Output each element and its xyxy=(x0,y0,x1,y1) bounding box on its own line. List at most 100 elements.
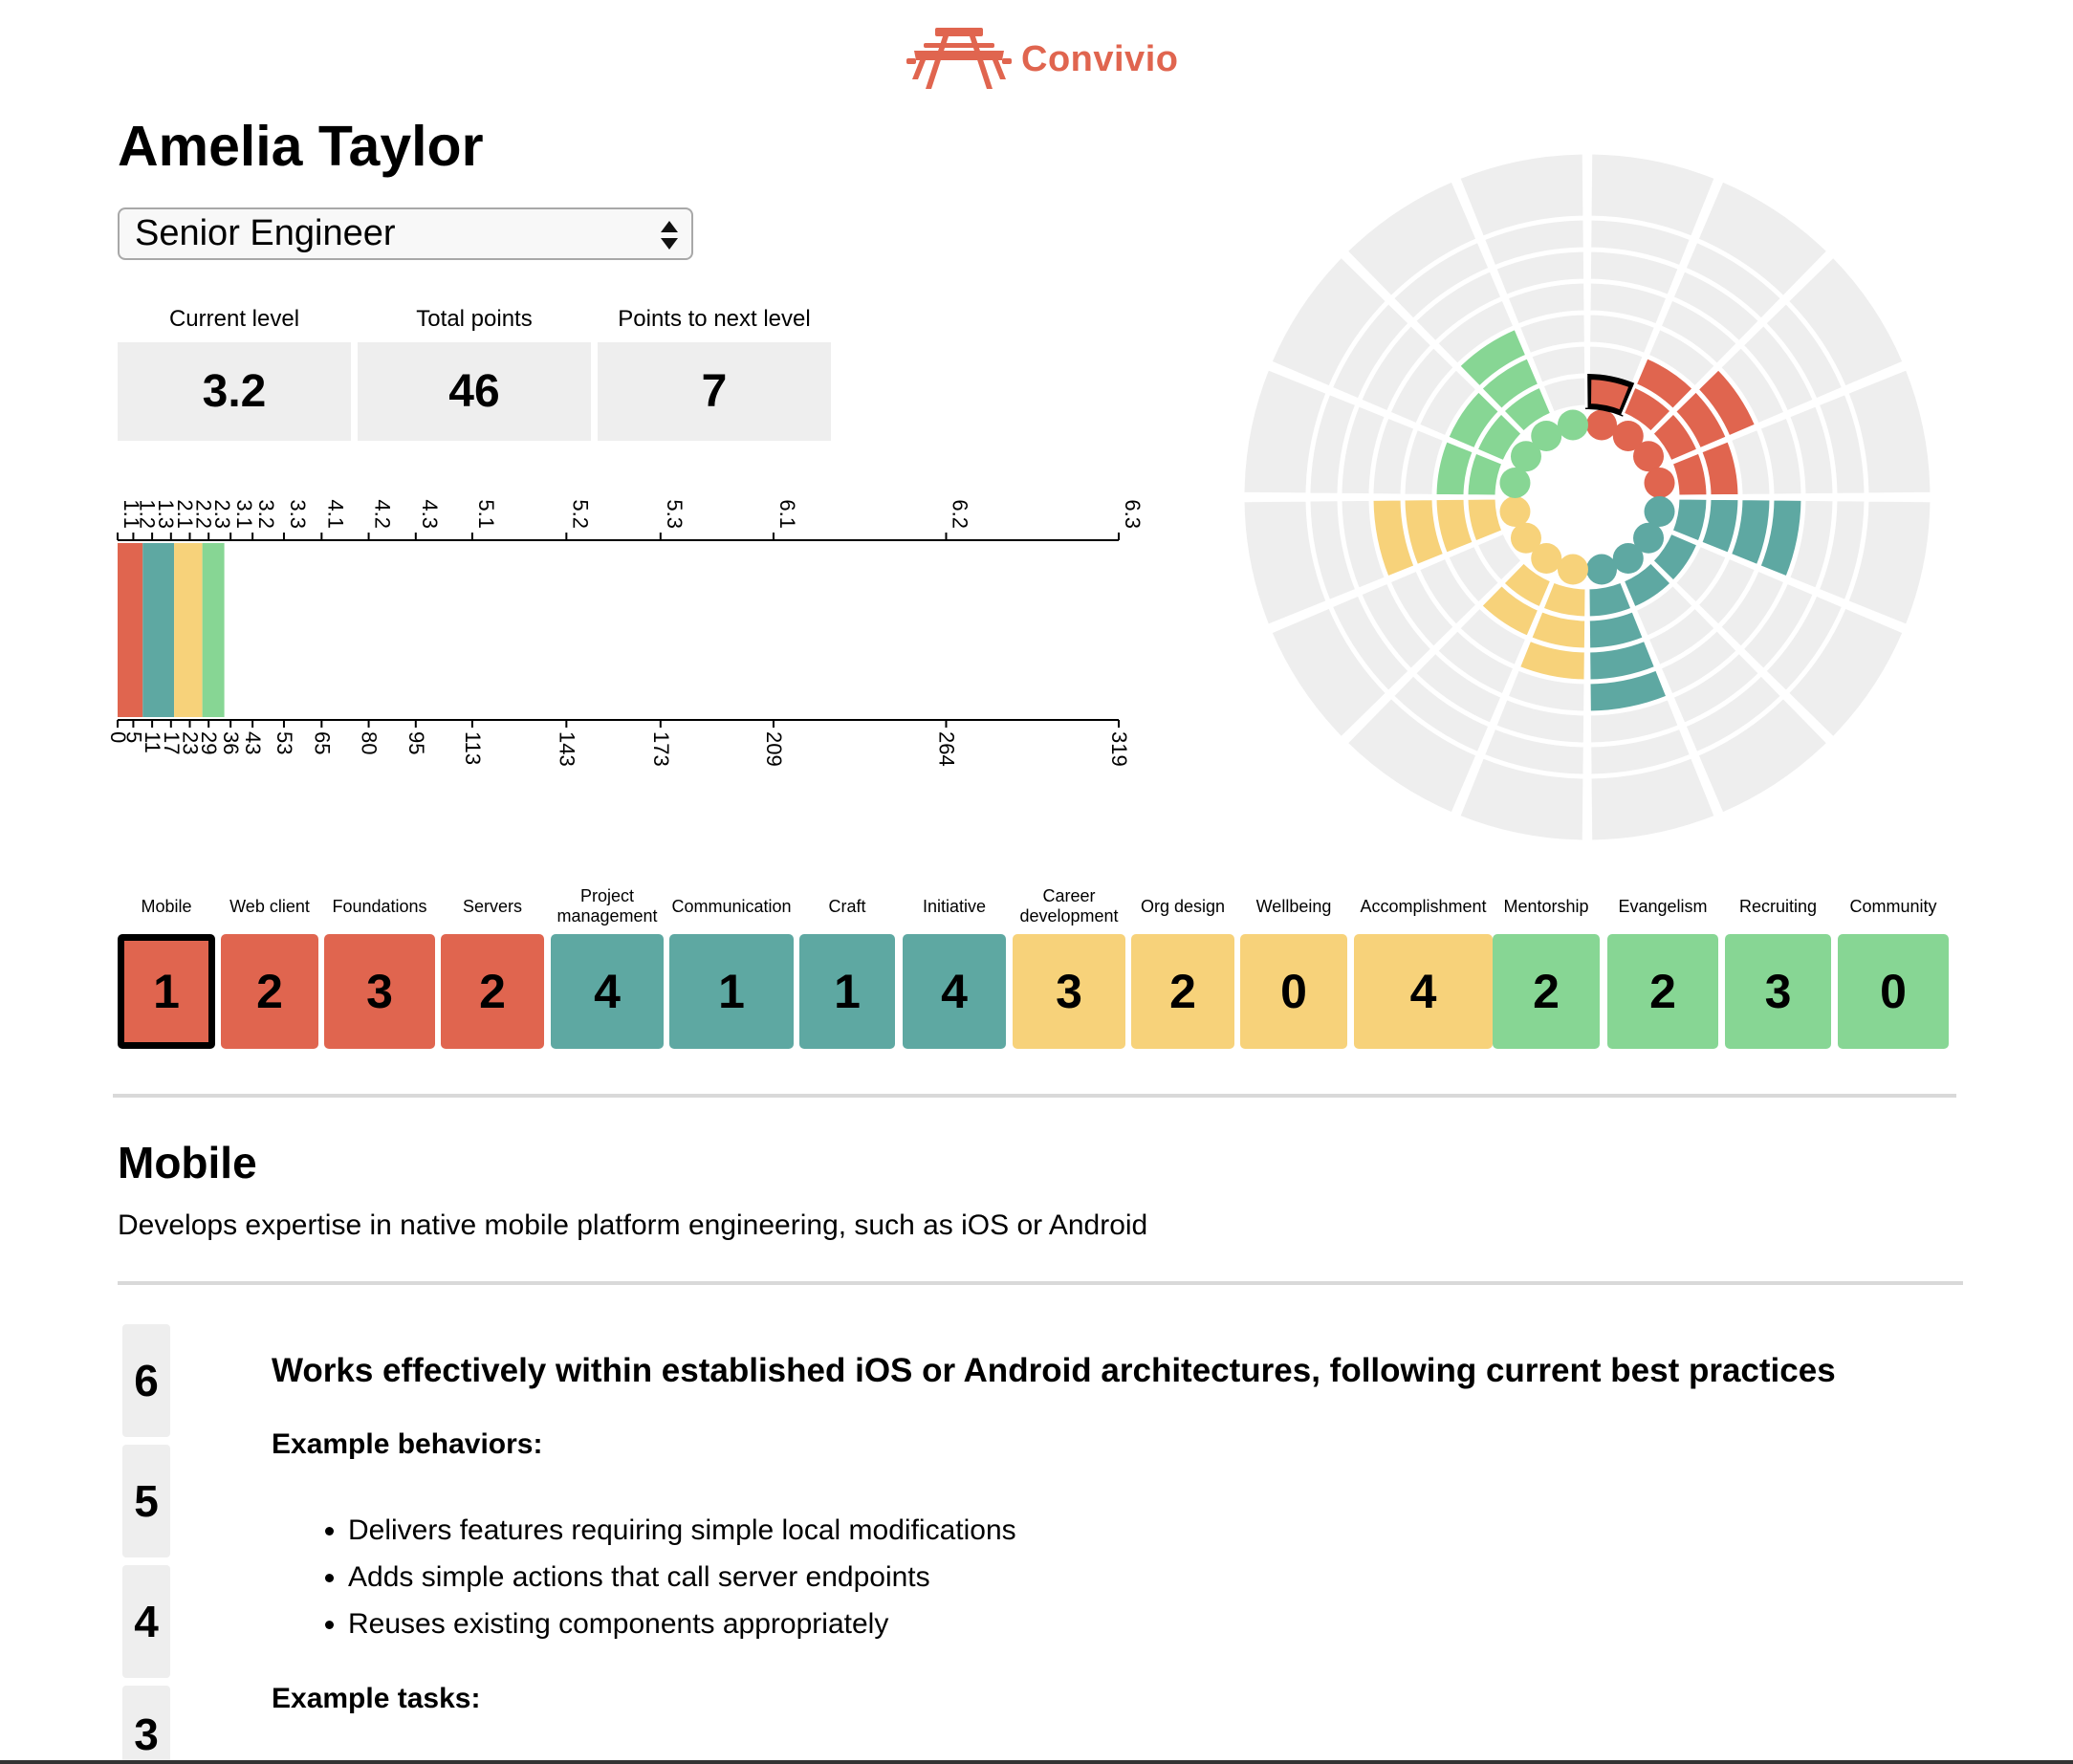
radial-segment[interactable] xyxy=(1434,297,1517,367)
radial-segment[interactable] xyxy=(1587,696,1682,746)
radial-segment[interactable] xyxy=(1646,604,1718,668)
track-tile-mobile[interactable]: 1 xyxy=(118,934,215,1049)
radial-segment[interactable] xyxy=(1785,604,1907,741)
radial-segment[interactable] xyxy=(1717,568,1787,650)
radial-segment[interactable] xyxy=(1587,638,1658,683)
radial-segment[interactable] xyxy=(1646,326,1718,390)
radial-dot[interactable] xyxy=(1644,496,1675,528)
radial-segment[interactable] xyxy=(1670,268,1762,344)
radial-dot[interactable] xyxy=(1510,441,1541,472)
radial-segment[interactable] xyxy=(1478,355,1541,412)
track-tile-foundations[interactable]: 3 xyxy=(324,934,435,1049)
radial-segment[interactable] xyxy=(1649,410,1700,464)
level-tile-5[interactable]: 5 xyxy=(122,1445,170,1557)
radial-segment[interactable] xyxy=(1672,388,1730,451)
radial-segment[interactable] xyxy=(1540,579,1588,620)
radial-segment[interactable] xyxy=(1757,497,1804,579)
radial-segment[interactable] xyxy=(1588,754,1718,843)
radial-segment[interactable] xyxy=(1268,604,1389,741)
radial-segment[interactable] xyxy=(1669,450,1710,498)
radial-segment[interactable] xyxy=(1412,268,1504,344)
radial-segment[interactable] xyxy=(1728,497,1773,568)
radial-segment[interactable] xyxy=(1694,695,1831,817)
radial-segment[interactable] xyxy=(1402,497,1447,568)
radial-segment[interactable] xyxy=(1493,696,1587,746)
radial-segment[interactable] xyxy=(1786,497,1836,592)
radial-segment[interactable] xyxy=(1433,438,1476,498)
radial-segment[interactable] xyxy=(1517,312,1587,357)
radial-segment[interactable] xyxy=(1517,638,1587,683)
radial-segment[interactable] xyxy=(1740,322,1817,414)
radial-segment[interactable] xyxy=(1816,498,1867,603)
radial-segment[interactable] xyxy=(1343,178,1480,299)
radial-segment[interactable] xyxy=(1241,498,1330,628)
radial-segment[interactable] xyxy=(1481,726,1586,777)
radial-segment[interactable] xyxy=(1445,388,1502,451)
radial-segment[interactable] xyxy=(1658,627,1740,697)
radial-segment[interactable] xyxy=(1717,344,1787,426)
radial-segment[interactable] xyxy=(1649,531,1700,584)
radial-dot[interactable] xyxy=(1612,543,1644,575)
track-tile-craft[interactable]: 1 xyxy=(799,934,895,1049)
track-tile-org-design[interactable]: 2 xyxy=(1131,934,1234,1049)
radial-segment[interactable] xyxy=(1370,415,1417,497)
radial-segment[interactable] xyxy=(1500,384,1554,435)
track-tile-evangelism[interactable]: 2 xyxy=(1607,934,1718,1049)
radial-segment[interactable] xyxy=(1505,280,1587,327)
radial-segment[interactable] xyxy=(1390,672,1492,755)
radial-segment[interactable] xyxy=(1500,559,1554,610)
radial-segment[interactable] xyxy=(1481,217,1586,269)
track-tile-project-management[interactable]: 4 xyxy=(551,934,664,1049)
radial-segment[interactable] xyxy=(1387,344,1457,426)
track-tile-accomplishment[interactable]: 4 xyxy=(1354,934,1493,1049)
radial-dot[interactable] xyxy=(1499,467,1531,498)
radial-segment[interactable] xyxy=(1456,326,1529,390)
radial-segment[interactable] xyxy=(1762,593,1845,694)
track-tile-community[interactable]: 0 xyxy=(1838,934,1949,1049)
level-tile-3[interactable]: 3 xyxy=(122,1686,170,1764)
radial-dot[interactable] xyxy=(1586,554,1618,585)
radial-dot[interactable] xyxy=(1633,441,1665,472)
radial-segment[interactable] xyxy=(1728,426,1773,497)
radial-dot[interactable] xyxy=(1612,420,1644,451)
radial-segment[interactable] xyxy=(1434,627,1517,697)
level-tile-4[interactable]: 4 xyxy=(122,1565,170,1678)
radial-segment[interactable] xyxy=(1670,650,1762,727)
radial-dot[interactable] xyxy=(1557,409,1588,441)
radial-dot[interactable] xyxy=(1633,522,1665,554)
radial-segment[interactable] xyxy=(1307,391,1359,496)
radial-segment[interactable] xyxy=(1456,151,1586,240)
radial-segment[interactable] xyxy=(1621,384,1674,435)
radial-dot[interactable] xyxy=(1557,554,1588,585)
radial-dot[interactable] xyxy=(1586,409,1618,441)
radial-segment[interactable] xyxy=(1329,593,1412,694)
radial-segment[interactable] xyxy=(1757,415,1804,497)
radial-segment[interactable] xyxy=(1588,151,1718,240)
radial-segment[interactable] xyxy=(1658,297,1740,367)
radial-dot[interactable] xyxy=(1531,543,1562,575)
track-tile-mentorship[interactable]: 2 xyxy=(1493,934,1600,1049)
radial-segment[interactable] xyxy=(1339,403,1388,497)
radial-segment[interactable] xyxy=(1698,438,1741,498)
radial-segment[interactable] xyxy=(1465,450,1505,498)
radial-segment[interactable] xyxy=(1416,366,1480,439)
radial-segment[interactable] xyxy=(1540,375,1588,415)
track-tile-web-client[interactable]: 2 xyxy=(221,934,318,1049)
radial-segment[interactable] xyxy=(1694,366,1758,439)
radial-segment[interactable] xyxy=(1358,322,1434,414)
radial-segment[interactable] xyxy=(1816,391,1867,496)
radial-segment[interactable] xyxy=(1669,496,1710,544)
radial-segment[interactable] xyxy=(1694,555,1758,628)
radial-segment[interactable] xyxy=(1633,355,1696,412)
radial-segment[interactable] xyxy=(1621,559,1674,610)
radial-segment[interactable] xyxy=(1465,496,1505,544)
radial-segment[interactable] xyxy=(1586,608,1647,651)
radial-segment[interactable] xyxy=(1456,754,1586,843)
radial-segment[interactable] xyxy=(1587,667,1669,714)
radial-segment[interactable] xyxy=(1343,695,1480,817)
radial-segment[interactable] xyxy=(1474,531,1525,584)
radial-segment[interactable] xyxy=(1786,403,1836,497)
radial-segment[interactable] xyxy=(1633,582,1696,640)
radial-segment[interactable] xyxy=(1528,343,1588,386)
radial-segment[interactable] xyxy=(1268,253,1389,390)
